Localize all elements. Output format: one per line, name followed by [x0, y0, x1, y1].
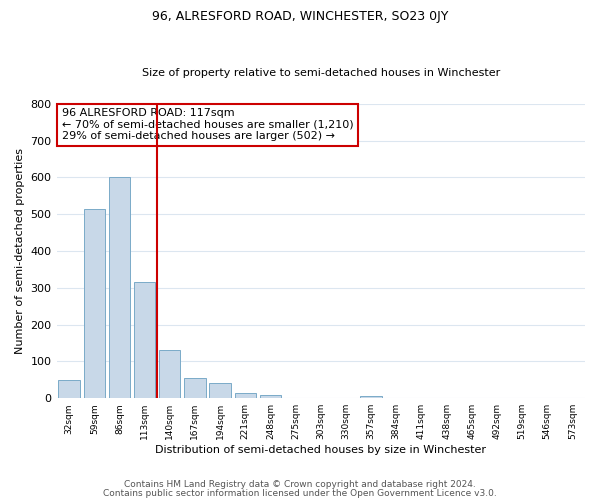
Bar — [109, 178, 130, 398]
Title: Size of property relative to semi-detached houses in Winchester: Size of property relative to semi-detach… — [142, 68, 500, 78]
Y-axis label: Number of semi-detached properties: Number of semi-detached properties — [15, 148, 25, 354]
Text: 96 ALRESFORD ROAD: 117sqm
← 70% of semi-detached houses are smaller (1,210)
29% : 96 ALRESFORD ROAD: 117sqm ← 70% of semi-… — [62, 108, 353, 142]
Bar — [134, 282, 155, 398]
Text: Contains public sector information licensed under the Open Government Licence v3: Contains public sector information licen… — [103, 488, 497, 498]
Bar — [361, 396, 382, 398]
Bar — [260, 394, 281, 398]
Bar — [184, 378, 206, 398]
Bar — [159, 350, 181, 398]
Text: Contains HM Land Registry data © Crown copyright and database right 2024.: Contains HM Land Registry data © Crown c… — [124, 480, 476, 489]
Bar — [58, 380, 80, 398]
X-axis label: Distribution of semi-detached houses by size in Winchester: Distribution of semi-detached houses by … — [155, 445, 486, 455]
Bar — [83, 208, 105, 398]
Bar — [209, 384, 231, 398]
Text: 96, ALRESFORD ROAD, WINCHESTER, SO23 0JY: 96, ALRESFORD ROAD, WINCHESTER, SO23 0JY — [152, 10, 448, 23]
Bar — [235, 392, 256, 398]
